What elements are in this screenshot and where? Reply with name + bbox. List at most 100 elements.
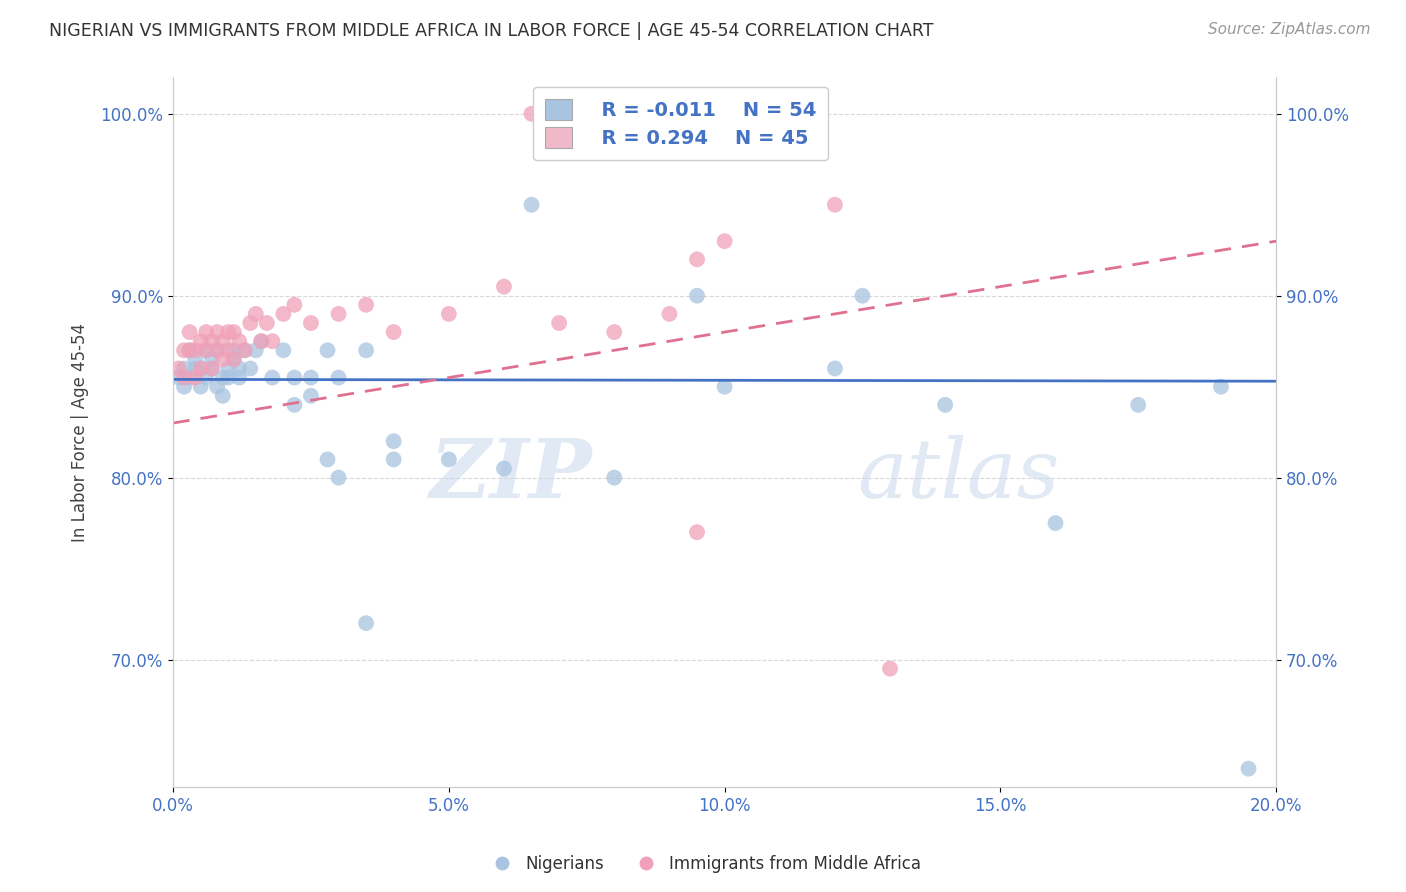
Point [239, 361, 262, 376]
Point [195, 343, 218, 358]
Point [205, 379, 228, 393]
Point [195, 325, 218, 339]
Text: ZIP: ZIP [430, 434, 592, 515]
Point [239, 316, 262, 330]
Point [437, 452, 460, 467]
Point [382, 452, 405, 467]
Point [205, 343, 228, 358]
Point [299, 316, 322, 330]
Point [211, 334, 233, 349]
Point [354, 343, 377, 358]
Point [190, 379, 212, 393]
Y-axis label: In Labor Force | Age 45-54: In Labor Force | Age 45-54 [72, 323, 89, 541]
Point [233, 343, 256, 358]
Point [548, 316, 571, 330]
Point [354, 616, 377, 631]
Point [222, 352, 245, 367]
Point [205, 343, 228, 358]
Point [824, 198, 846, 212]
Point [824, 361, 846, 376]
Point [273, 307, 295, 321]
Point [1209, 379, 1232, 393]
Point [934, 398, 956, 412]
Point [328, 370, 350, 384]
Point [167, 361, 190, 376]
Point [250, 334, 273, 349]
Point [173, 343, 195, 358]
Legend:   R = -0.011    N = 54,   R = 0.294    N = 45: R = -0.011 N = 54, R = 0.294 N = 45 [533, 87, 828, 160]
Point [686, 525, 709, 540]
Point [713, 234, 735, 248]
Point [283, 398, 305, 412]
Point [233, 343, 256, 358]
Legend: Nigerians, Immigrants from Middle Africa: Nigerians, Immigrants from Middle Africa [478, 848, 928, 880]
Point [713, 379, 735, 393]
Point [179, 325, 201, 339]
Point [492, 279, 515, 293]
Point [245, 343, 267, 358]
Point [228, 361, 250, 376]
Point [273, 343, 295, 358]
Text: NIGERIAN VS IMMIGRANTS FROM MIDDLE AFRICA IN LABOR FORCE | AGE 45-54 CORRELATION: NIGERIAN VS IMMIGRANTS FROM MIDDLE AFRIC… [49, 22, 934, 40]
Point [201, 352, 224, 367]
Point [201, 361, 224, 376]
Point [222, 325, 245, 339]
Point [205, 325, 228, 339]
Point [184, 352, 207, 367]
Text: Source: ZipAtlas.com: Source: ZipAtlas.com [1208, 22, 1371, 37]
Point [256, 316, 278, 330]
Point [686, 252, 709, 267]
Point [173, 370, 195, 384]
Point [283, 370, 305, 384]
Point [167, 370, 190, 384]
Point [1237, 762, 1260, 776]
Point [184, 370, 207, 384]
Point [201, 334, 224, 349]
Point [217, 370, 239, 384]
Point [603, 325, 626, 339]
Point [211, 352, 233, 367]
Point [328, 470, 350, 484]
Text: atlas: atlas [856, 434, 1059, 515]
Point [173, 379, 195, 393]
Point [190, 361, 212, 376]
Point [211, 389, 233, 403]
Point [195, 370, 218, 384]
Point [382, 434, 405, 449]
Point [250, 334, 273, 349]
Point [179, 370, 201, 384]
Point [316, 343, 339, 358]
Point [354, 298, 377, 312]
Point [184, 361, 207, 376]
Point [492, 461, 515, 475]
Point [195, 343, 218, 358]
Point [217, 361, 239, 376]
Point [603, 470, 626, 484]
Point [382, 325, 405, 339]
Point [211, 370, 233, 384]
Point [217, 343, 239, 358]
Point [316, 452, 339, 467]
Point [437, 307, 460, 321]
Point [173, 361, 195, 376]
Point [851, 289, 873, 303]
Point [201, 361, 224, 376]
Point [686, 289, 709, 303]
Point [879, 662, 901, 676]
Point [283, 298, 305, 312]
Point [190, 361, 212, 376]
Point [299, 389, 322, 403]
Point [658, 307, 681, 321]
Point [262, 334, 284, 349]
Point [520, 198, 543, 212]
Point [179, 343, 201, 358]
Point [217, 325, 239, 339]
Point [299, 370, 322, 384]
Point [1128, 398, 1150, 412]
Point [190, 334, 212, 349]
Point [1045, 516, 1067, 530]
Point [262, 370, 284, 384]
Point [222, 352, 245, 367]
Point [228, 370, 250, 384]
Point [245, 307, 267, 321]
